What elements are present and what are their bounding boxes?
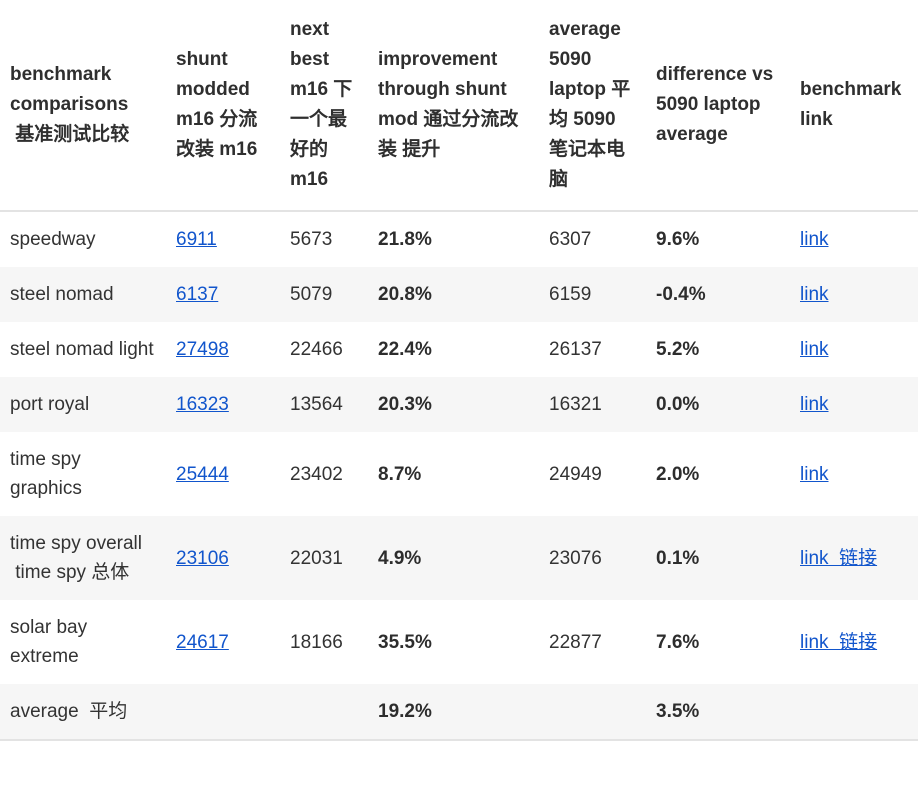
benchmark-link-cell: link [790, 211, 918, 267]
col-header-shunt-modded-m16: shunt modded m16 分流改装 m16 [166, 0, 280, 212]
difference-cell: 0.1% [656, 547, 700, 569]
benchmark-name: solar bay extreme [10, 617, 88, 667]
improvement-cell: 20.8% [378, 284, 432, 305]
table-row-solar-bay-extreme: solar bay extreme 24617 18166 35.5% 2287… [0, 600, 918, 684]
shunt-modded-cell: 6911 [166, 211, 280, 267]
benchmark-link[interactable]: link 链接 [800, 547, 878, 569]
avg-5090-cell-empty [539, 684, 646, 741]
table-row-time-spy-overall: time spy overall time spy 总体 23106 22031… [0, 516, 918, 600]
benchmark-link[interactable]: link [800, 229, 829, 250]
shunt-modded-cell: 24617 [166, 600, 280, 684]
shunt-score-link[interactable]: 24617 [176, 631, 229, 653]
header-row: benchmark comparisons 基准测试比较 shunt modde… [0, 0, 918, 212]
avg-5090-cell: 6159 [549, 284, 592, 305]
table-row-port-royal: port royal 16323 13564 20.3% 16321 0.0% … [0, 377, 918, 432]
benchmark-comparison-table: benchmark comparisons 基准测试比较 shunt modde… [0, 0, 918, 741]
next-best-cell: 5079 [290, 284, 333, 305]
improvement-cell: 35.5% [378, 631, 432, 653]
table-row-steel-nomad: steel nomad 6137 5079 20.8% 6159 -0.4% l… [0, 267, 918, 322]
difference-cell: -0.4% [656, 284, 706, 305]
col-header-difference-vs-5090: difference vs 5090 laptop average [646, 0, 790, 212]
difference-cell: 5.2% [656, 339, 700, 360]
difference-cell: 2.0% [656, 463, 700, 485]
average-row-label: average 平均 [0, 684, 166, 741]
shunt-modded-cell: 6137 [166, 267, 280, 322]
next-best-cell: 22466 [290, 339, 343, 360]
shunt-score-link[interactable]: 6911 [176, 229, 217, 250]
table-body: speedway 6911 5673 21.8% 6307 9.6% link … [0, 211, 918, 741]
table-row-time-spy-graphics: time spy graphics 25444 23402 8.7% 24949… [0, 432, 918, 516]
benchmark-name: time spy graphics [10, 449, 82, 499]
benchmark-link[interactable]: link [800, 284, 829, 305]
next-best-cell: 23402 [290, 463, 343, 485]
shunt-modded-cell: 25444 [166, 432, 280, 516]
benchmark-link[interactable]: link 链接 [800, 631, 878, 653]
avg-5090-cell: 26137 [549, 339, 602, 360]
improvement-cell: 22.4% [378, 339, 432, 360]
col-header-benchmark-comparisons: benchmark comparisons 基准测试比较 [0, 0, 166, 212]
shunt-score-link[interactable]: 27498 [176, 339, 229, 360]
avg-5090-cell: 22877 [549, 631, 602, 653]
improvement-cell: 20.3% [378, 394, 432, 415]
col-header-improvement: improvement through shunt mod 通过分流改装 提升 [368, 0, 539, 212]
difference-cell: 9.6% [656, 229, 700, 250]
benchmark-link-cell: link [790, 432, 918, 516]
table-row-speedway: speedway 6911 5673 21.8% 6307 9.6% link [0, 211, 918, 267]
benchmark-link[interactable]: link [800, 339, 829, 360]
table-row-steel-nomad-light: steel nomad light 27498 22466 22.4% 2613… [0, 322, 918, 377]
avg-5090-cell: 16321 [549, 394, 602, 415]
shunt-score-link[interactable]: 25444 [176, 463, 229, 485]
shunt-modded-cell: 23106 [166, 516, 280, 600]
benchmark-name: time spy overall time spy 总体 [10, 533, 142, 583]
benchmark-link-cell: link [790, 267, 918, 322]
improvement-average-cell: 19.2% [368, 684, 539, 741]
benchmark-link[interactable]: link [800, 394, 829, 415]
avg-5090-cell: 6307 [549, 229, 592, 250]
benchmark-link-cell: link 链接 [790, 600, 918, 684]
shunt-modded-cell-empty [166, 684, 280, 741]
benchmark-link[interactable]: link [800, 463, 829, 485]
improvement-cell: 8.7% [378, 463, 422, 485]
difference-cell: 7.6% [656, 631, 700, 653]
benchmark-link-cell-empty [790, 684, 918, 741]
col-header-benchmark-link: benchmark link [790, 0, 918, 212]
table-header: benchmark comparisons 基准测试比较 shunt modde… [0, 0, 918, 212]
benchmark-name: port royal [10, 394, 90, 415]
next-best-cell: 13564 [290, 394, 343, 415]
benchmark-link-cell: link [790, 377, 918, 432]
shunt-score-link[interactable]: 23106 [176, 547, 229, 569]
avg-5090-cell: 23076 [549, 547, 602, 569]
next-best-cell: 18166 [290, 631, 343, 653]
shunt-modded-cell: 16323 [166, 377, 280, 432]
benchmark-name: steel nomad light [10, 339, 154, 360]
col-header-next-best-m16: next best m16 下一个最好的 m16 [280, 0, 368, 212]
shunt-score-link[interactable]: 16323 [176, 394, 229, 415]
next-best-cell: 5673 [290, 229, 333, 250]
benchmark-name: steel nomad [10, 284, 114, 305]
improvement-cell: 4.9% [378, 547, 422, 569]
benchmark-link-cell: link [790, 322, 918, 377]
improvement-cell: 21.8% [378, 229, 432, 250]
shunt-score-link[interactable]: 6137 [176, 284, 219, 305]
benchmark-link-cell: link 链接 [790, 516, 918, 600]
difference-cell: 0.0% [656, 394, 700, 415]
benchmark-name: speedway [10, 229, 96, 250]
next-best-cell: 22031 [290, 547, 343, 569]
table-row-average: average 平均 19.2% 3.5% [0, 684, 918, 741]
avg-5090-cell: 24949 [549, 463, 602, 485]
next-best-cell-empty [280, 684, 368, 741]
difference-average-cell: 3.5% [646, 684, 790, 741]
col-header-average-5090-laptop: average 5090 laptop 平均 5090 笔记本电脑 [539, 0, 646, 212]
shunt-modded-cell: 27498 [166, 322, 280, 377]
